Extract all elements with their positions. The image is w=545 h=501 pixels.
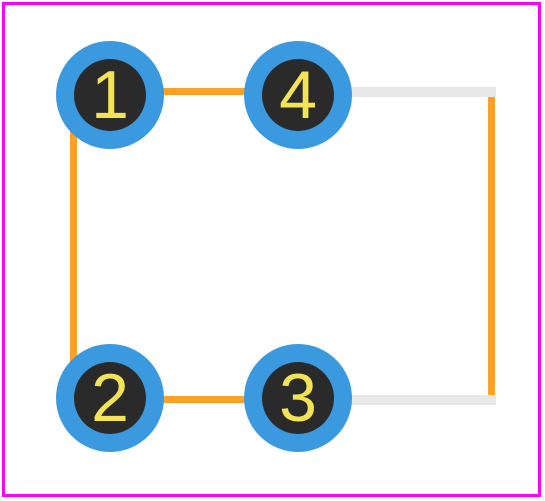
pad-3: 3 [244, 344, 352, 452]
pad-2-inner: 2 [74, 362, 146, 434]
pad-1-inner: 1 [74, 59, 146, 131]
pad-4-inner: 4 [262, 59, 334, 131]
pad-2: 2 [56, 344, 164, 452]
pad-4: 4 [244, 41, 352, 149]
pad-1-label: 1 [91, 61, 129, 129]
pad-3-label: 3 [279, 364, 317, 432]
pad-1: 1 [56, 41, 164, 149]
connector-bottom [341, 395, 496, 405]
pad-4-label: 4 [279, 61, 317, 129]
connector-top [341, 87, 496, 97]
pad-2-label: 2 [91, 364, 129, 432]
pad-3-inner: 3 [262, 362, 334, 434]
